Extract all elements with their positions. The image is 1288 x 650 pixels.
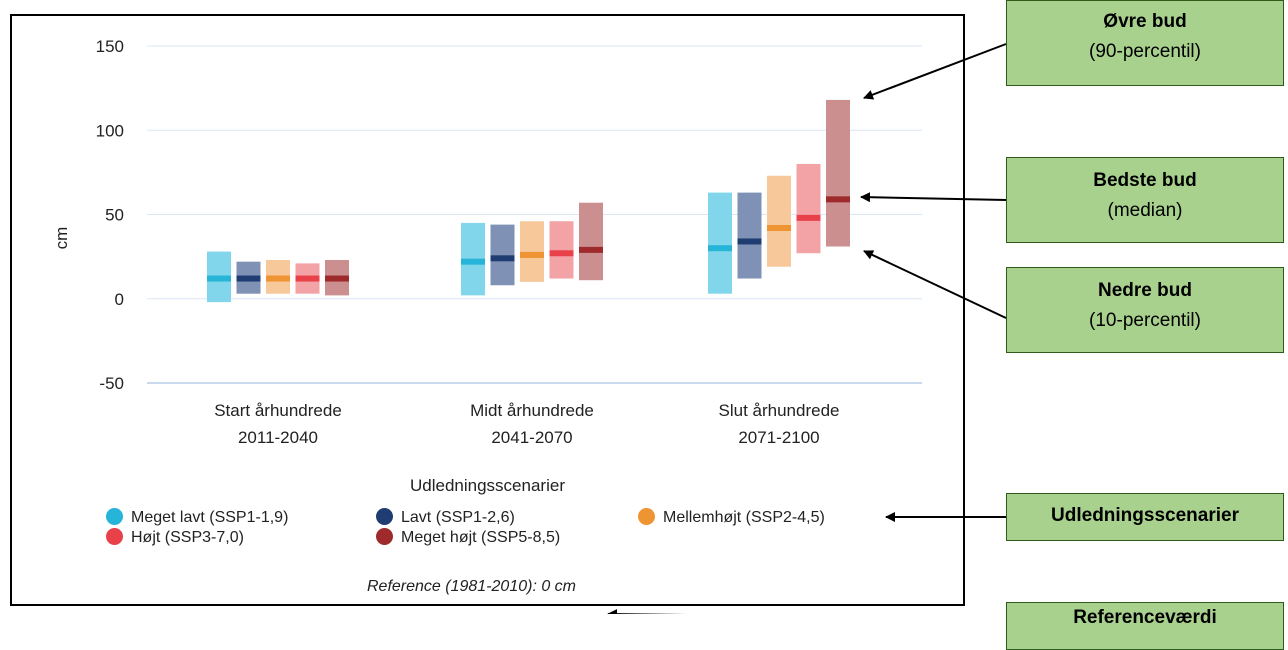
category-period-label: 2071-2100 [738,428,819,447]
legend-item-lavt: Lavt (SSP1-2,6) [376,508,515,527]
y-axis-label: cm [52,227,71,250]
median-mark [796,214,821,221]
median-mark [708,245,732,252]
callout-lower-title: Nedre bud [1098,280,1192,301]
legend-item-meget-lavt: Meget lavt (SSP1-1,9) [106,508,288,527]
callout-upper: Øvre bud (90-percentil) [1006,0,1284,86]
range-bar [767,175,791,267]
range-bar [549,221,574,279]
legend-label: Meget højt (SSP5-8,5) [401,529,561,546]
legend-label: Mellemhøjt (SSP2-4,5) [663,509,825,526]
legend-label: Meget lavt (SSP1-1,9) [131,509,289,526]
legend-dot [376,508,393,525]
category-label: Slut århundrede [719,401,840,420]
median-mark [767,224,791,231]
y-tick-label: 0 [115,290,124,309]
range-bar [737,192,762,279]
median-mark [520,251,544,258]
median-mark [549,250,574,257]
y-tick-label: -50 [99,374,124,393]
median-mark [207,275,231,282]
chart-frame: 150 100 50 0 -50 Start århundrede 2011-2040 Mid… [10,14,965,606]
y-tick-label: 100 [96,121,124,140]
category-label: Start århundrede [214,401,342,420]
callout-best-sub: (median) [1107,200,1183,221]
range-bar [520,221,544,282]
legend-label: Lavt (SSP1-2,6) [401,509,515,526]
legend-item-meget-hojt: Meget højt (SSP5-8,5) [376,528,560,547]
median-mark [737,238,762,245]
callout-upper-sub: (90-percentil) [1089,41,1201,62]
y-tick-label: 50 [105,206,124,225]
arrow-upper [863,43,1007,100]
median-mark [325,275,349,282]
median-mark [236,275,261,282]
legend-dot [638,508,655,525]
legend-label: Højt (SSP3-7,0) [131,529,244,546]
legend-dot [376,528,393,545]
legend-item-mellemhojt: Mellemhøjt (SSP2-4,5) [638,508,825,527]
reference-note: Reference (1981-2010): 0 cm [367,578,576,595]
legend-dot [106,528,123,545]
range-bar [490,224,515,286]
category-label: Midt århundrede [470,401,594,420]
callout-best-title: Bedste bud [1093,170,1197,191]
median-mark [461,258,485,265]
callout-best: Bedste bud (median) [1006,157,1284,243]
legend-dot [106,508,123,525]
bars-layer [207,99,850,303]
range-bar [579,202,603,281]
category-period-label: 2041-2070 [491,428,572,447]
callout-scenarios-title: Udledningsscenarier [1051,505,1239,526]
y-tick-label: 150 [96,37,124,56]
arrow-best [860,192,1007,203]
callout-lower: Nedre bud (10-percentil) [1006,267,1284,353]
range-bar [708,192,732,294]
range-bar [796,163,821,254]
median-mark [490,255,515,262]
labels-layer: 150 100 50 0 -50 Start århundrede 2011-2040 Mid… [96,37,840,447]
grid-layer [147,45,922,384]
arrows-layer [607,43,1007,614]
callout-lower-sub: (10-percentil) [1089,310,1201,331]
range-bar [826,99,850,247]
median-mark [266,275,290,282]
median-mark [295,275,320,282]
legend-title: Udledningsscenarier [410,476,565,495]
median-mark [826,196,850,203]
callout-scenarios: Udledningsscenarier [1006,493,1284,541]
arrow-lower [863,250,1007,319]
range-bar-chart: 150 100 50 0 -50 Start århundrede 2011-2040 Mid… [52,37,922,447]
category-period-label: 2011-2040 [238,428,318,447]
callout-upper-title: Øvre bud [1103,11,1187,32]
median-mark [579,246,603,253]
legend-item-hojt: Højt (SSP3-7,0) [106,528,244,547]
